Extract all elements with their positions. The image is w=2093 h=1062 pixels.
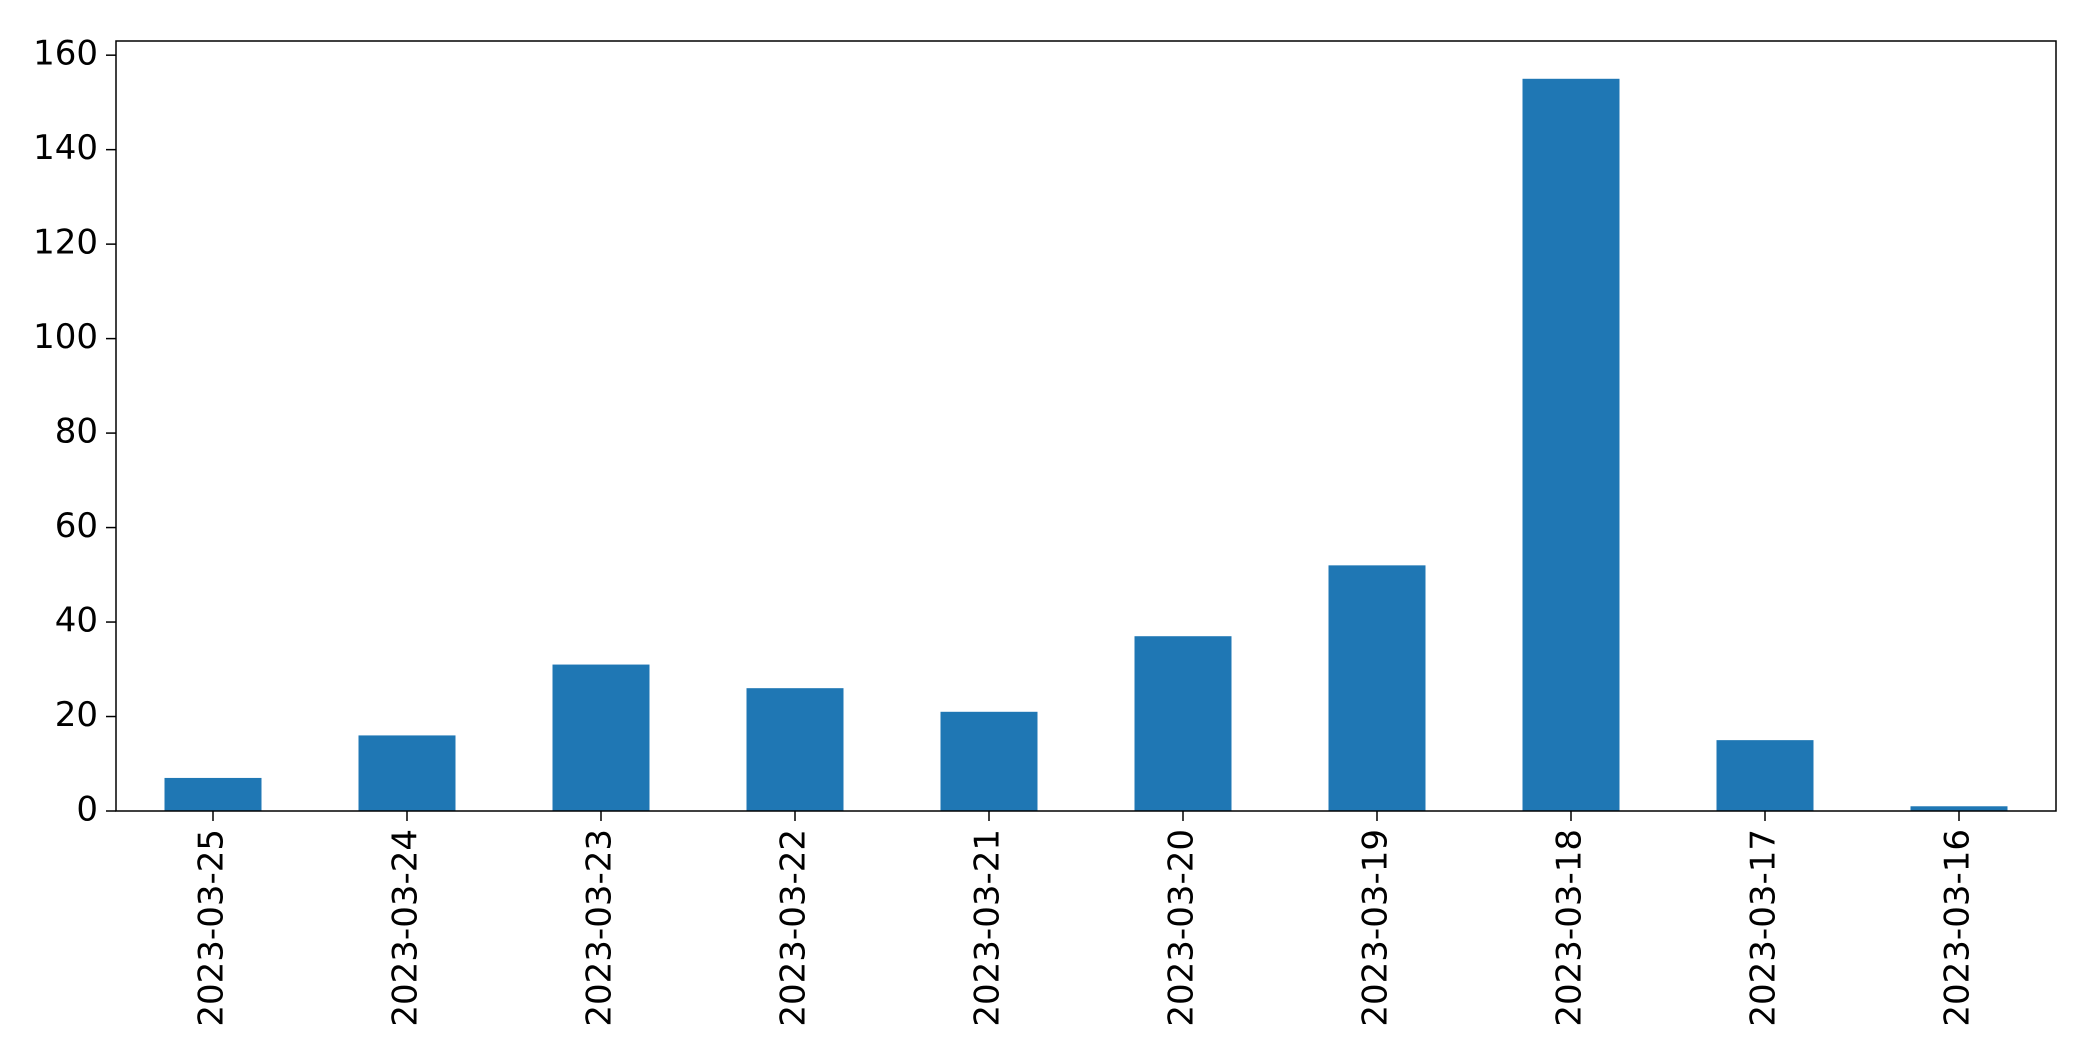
y-tick-label: 40 <box>55 601 98 641</box>
x-tick-label: 2023-03-24 <box>386 829 426 1027</box>
x-tick-label: 2023-03-20 <box>1162 829 1202 1027</box>
y-tick-label: 0 <box>76 790 98 830</box>
plot-frame <box>115 40 2057 812</box>
bar-2023-03-18 <box>1522 78 1620 812</box>
y-tick-label: 100 <box>33 317 98 357</box>
bar-2023-03-24 <box>358 735 456 811</box>
y-tick-label: 60 <box>55 506 98 546</box>
x-tick-label: 2023-03-22 <box>774 829 814 1027</box>
x-tick-label: 2023-03-18 <box>1550 829 1590 1027</box>
x-tick-label: 2023-03-23 <box>580 829 620 1027</box>
bar-2023-03-19 <box>1328 565 1426 811</box>
bar-2023-03-21 <box>940 711 1038 811</box>
bar-2023-03-20 <box>1134 636 1232 811</box>
x-tick-label: 2023-03-21 <box>968 829 1008 1027</box>
x-tick-label: 2023-03-25 <box>192 829 232 1027</box>
bar-2023-03-17 <box>1716 740 1814 811</box>
bar-2023-03-16 <box>1910 806 2008 811</box>
y-tick-label: 20 <box>55 695 98 735</box>
x-tick-label: 2023-03-19 <box>1356 829 1396 1027</box>
y-tick-label: 120 <box>33 223 98 263</box>
y-tick-label: 80 <box>55 412 98 452</box>
bar-2023-03-22 <box>746 688 844 811</box>
bars-layer <box>164 78 2008 812</box>
x-tick-label: 2023-03-16 <box>1938 829 1978 1027</box>
bar-2023-03-25 <box>164 777 262 811</box>
x-tick-label: 2023-03-17 <box>1744 829 1784 1027</box>
y-tick-label: 140 <box>33 128 98 168</box>
x-axis: 2023-03-25 2023-03-24 2023-03-23 2023-03-22… <box>192 811 1978 1027</box>
y-axis: 0 20 40 60 80 100 120 140 160 <box>33 34 116 830</box>
bar-2023-03-23 <box>552 664 650 811</box>
y-tick-label: 160 <box>33 34 98 74</box>
